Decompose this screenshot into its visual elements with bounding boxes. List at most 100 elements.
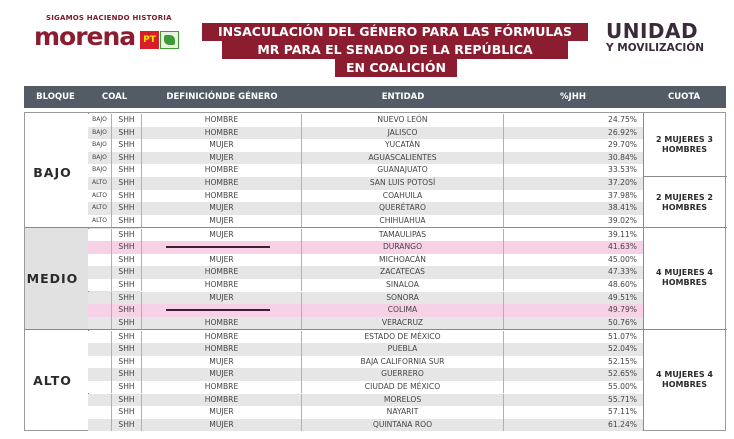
- row-state: QUERÉTARO: [302, 202, 504, 215]
- row-state: NAYARIT: [302, 406, 504, 419]
- row-percentage: 49.79%: [608, 305, 637, 315]
- row-state: ESTADO DE MÉXICO: [302, 330, 504, 344]
- cuota-divider: [643, 176, 727, 177]
- row-state: VERACRUZ: [302, 316, 504, 330]
- row-gender: HOMBRE: [142, 164, 302, 177]
- row-percentage: 55.71%: [608, 394, 637, 404]
- row-gender: MUJER: [142, 139, 302, 152]
- row-state: TAMAULIPAS: [302, 228, 504, 242]
- row-state: ZACATECAS: [302, 266, 504, 279]
- row-gender: HOMBRE: [142, 343, 302, 356]
- row-gender: HOMBRE: [142, 380, 302, 394]
- row-percentage: 47.33%: [608, 267, 637, 277]
- row-subblock: [88, 355, 112, 369]
- table-row: SHH MUJER TAMAULIPAS 39.11%: [88, 228, 643, 242]
- column-header-genero: DEFINICIÓNDE GÉNERO: [166, 92, 278, 102]
- row-state: AGUASCALIENTES: [302, 151, 504, 165]
- row-state: MICHOACÁN: [302, 253, 504, 267]
- row-gender: HOMBRE: [142, 114, 302, 127]
- row-coalition: SHH: [112, 214, 142, 228]
- block-divider: [25, 227, 727, 228]
- row-subblock: [88, 380, 112, 394]
- row-subblock: [88, 368, 112, 381]
- row-gender: HOMBRE: [142, 278, 302, 292]
- row-percentage: 29.70%: [608, 140, 637, 150]
- cuota-text: 2 MUJERES 2 HOMBRES: [656, 193, 713, 212]
- column-header-jhh: %JHH: [560, 92, 586, 102]
- table-row: SHH HOMBRE MORELOS 55.71%: [88, 393, 643, 407]
- row-coalition: SHH: [112, 164, 142, 177]
- row-subblock: [88, 241, 112, 254]
- row-coalition: SHH: [112, 393, 142, 407]
- row-coalition: SHH: [112, 330, 142, 344]
- table-row: BAJO SHH MUJER YUCATÁN 29.70%: [88, 139, 643, 152]
- title-line-3: EN COALICIÓN: [335, 59, 457, 77]
- column-header-cuota: CUOTA: [667, 92, 701, 102]
- row-subblock: BAJO: [88, 164, 112, 177]
- row-percentage: 33.53%: [608, 165, 637, 175]
- row-subblock: ALTO: [88, 189, 112, 203]
- row-subblock: [88, 330, 112, 344]
- table-row: SHH HOMBRE PUEBLA 52.04%: [88, 343, 643, 356]
- row-gender: MUJER: [142, 291, 302, 305]
- row-coalition: SHH: [112, 202, 142, 215]
- row-percentage: 41.63%: [608, 242, 637, 252]
- verde-logo-icon: [160, 31, 179, 49]
- row-percentage: 37.20%: [608, 178, 637, 187]
- row-coalition: SHH: [112, 343, 142, 356]
- row-state: COLIMA: [302, 304, 504, 317]
- row-coalition: SHH: [112, 151, 142, 165]
- table-row: ALTO SHH HOMBRE COAHUILA 37.98%: [88, 189, 643, 203]
- row-state: BAJA CALIFORNIA SUR: [302, 355, 504, 369]
- row-gender: HOMBRE: [142, 393, 302, 407]
- row-subblock: [88, 266, 112, 279]
- row-state: CHIHUAHUA: [302, 214, 504, 228]
- row-percentage: 52.65%: [608, 369, 637, 379]
- row-state: GUANAJUATO: [302, 164, 504, 177]
- row-percentage: 51.07%: [608, 331, 637, 341]
- row-subblock: [88, 393, 112, 407]
- table-row: SHH HOMBRE SINALOA 48.60%: [88, 278, 643, 292]
- column-header-entidad: ENTIDAD: [381, 92, 425, 102]
- row-state: MORELOS: [302, 393, 504, 407]
- row-coalition: SHH: [112, 253, 142, 267]
- row-percentage: 52.04%: [608, 344, 637, 354]
- cuota-bajo-alto: 2 MUJERES 2 HOMBRES: [643, 193, 726, 213]
- block-divider: [25, 329, 727, 330]
- table-row: SHH HOMBRE CIUDAD DE MÉXICO 55.00%: [88, 380, 643, 394]
- row-state: DURANGO: [302, 241, 504, 254]
- table-row: BAJO SHH HOMBRE NUEVO LEÓN 24.75%: [88, 114, 643, 127]
- table-row: SHH MUJER MICHOACÁN 45.00%: [88, 253, 643, 267]
- row-state: SINALOA: [302, 278, 504, 292]
- cuota-text: 2 MUJERES 3 HOMBRES: [656, 135, 713, 154]
- table-row: BAJO SHH HOMBRE JALISCO 26.92%: [88, 126, 643, 140]
- row-subblock: [88, 253, 112, 267]
- column-header-bloque: BLOQUE: [36, 92, 75, 102]
- struck-out-gender-line: [166, 309, 270, 312]
- row-percentage: 38.41%: [608, 203, 637, 213]
- row-gender: HOMBRE: [142, 189, 302, 203]
- row-subblock: [88, 418, 112, 432]
- table-row: SHH HOMBRE ZACATECAS 47.33%: [88, 266, 643, 279]
- row-state: NUEVO LEÓN: [302, 114, 504, 127]
- row-gender: HOMBRE: [142, 177, 302, 190]
- table-row: BAJO SHH MUJER AGUASCALIENTES 30.84%: [88, 151, 643, 165]
- unidad-wordmark: UNIDAD: [606, 19, 699, 43]
- row-percentage: 45.00%: [608, 254, 637, 264]
- row-subblock: ALTO: [88, 202, 112, 215]
- row-gender: HOMBRE: [142, 316, 302, 330]
- row-gender: [142, 241, 302, 254]
- row-coalition: SHH: [112, 304, 142, 317]
- row-percentage: 30.84%: [608, 152, 637, 162]
- row-subblock: BAJO: [88, 126, 112, 140]
- row-coalition: SHH: [112, 114, 142, 127]
- unidad-movilizacion-logo: UNIDAD Y MOVILIZACIÓN: [606, 20, 716, 60]
- row-coalition: SHH: [112, 380, 142, 394]
- row-state: SAN LUIS POTOSÍ: [302, 177, 504, 190]
- row-state: QUINTANA ROO: [302, 418, 504, 432]
- row-state: CIUDAD DE MÉXICO: [302, 380, 504, 394]
- row-state: SONORA: [302, 291, 504, 305]
- row-gender: MUJER: [142, 355, 302, 369]
- table-row: ALTO SHH HOMBRE SAN LUIS POTOSÍ 37.20%: [88, 177, 643, 190]
- table-row: SHH DURANGO 41.63%: [88, 241, 643, 254]
